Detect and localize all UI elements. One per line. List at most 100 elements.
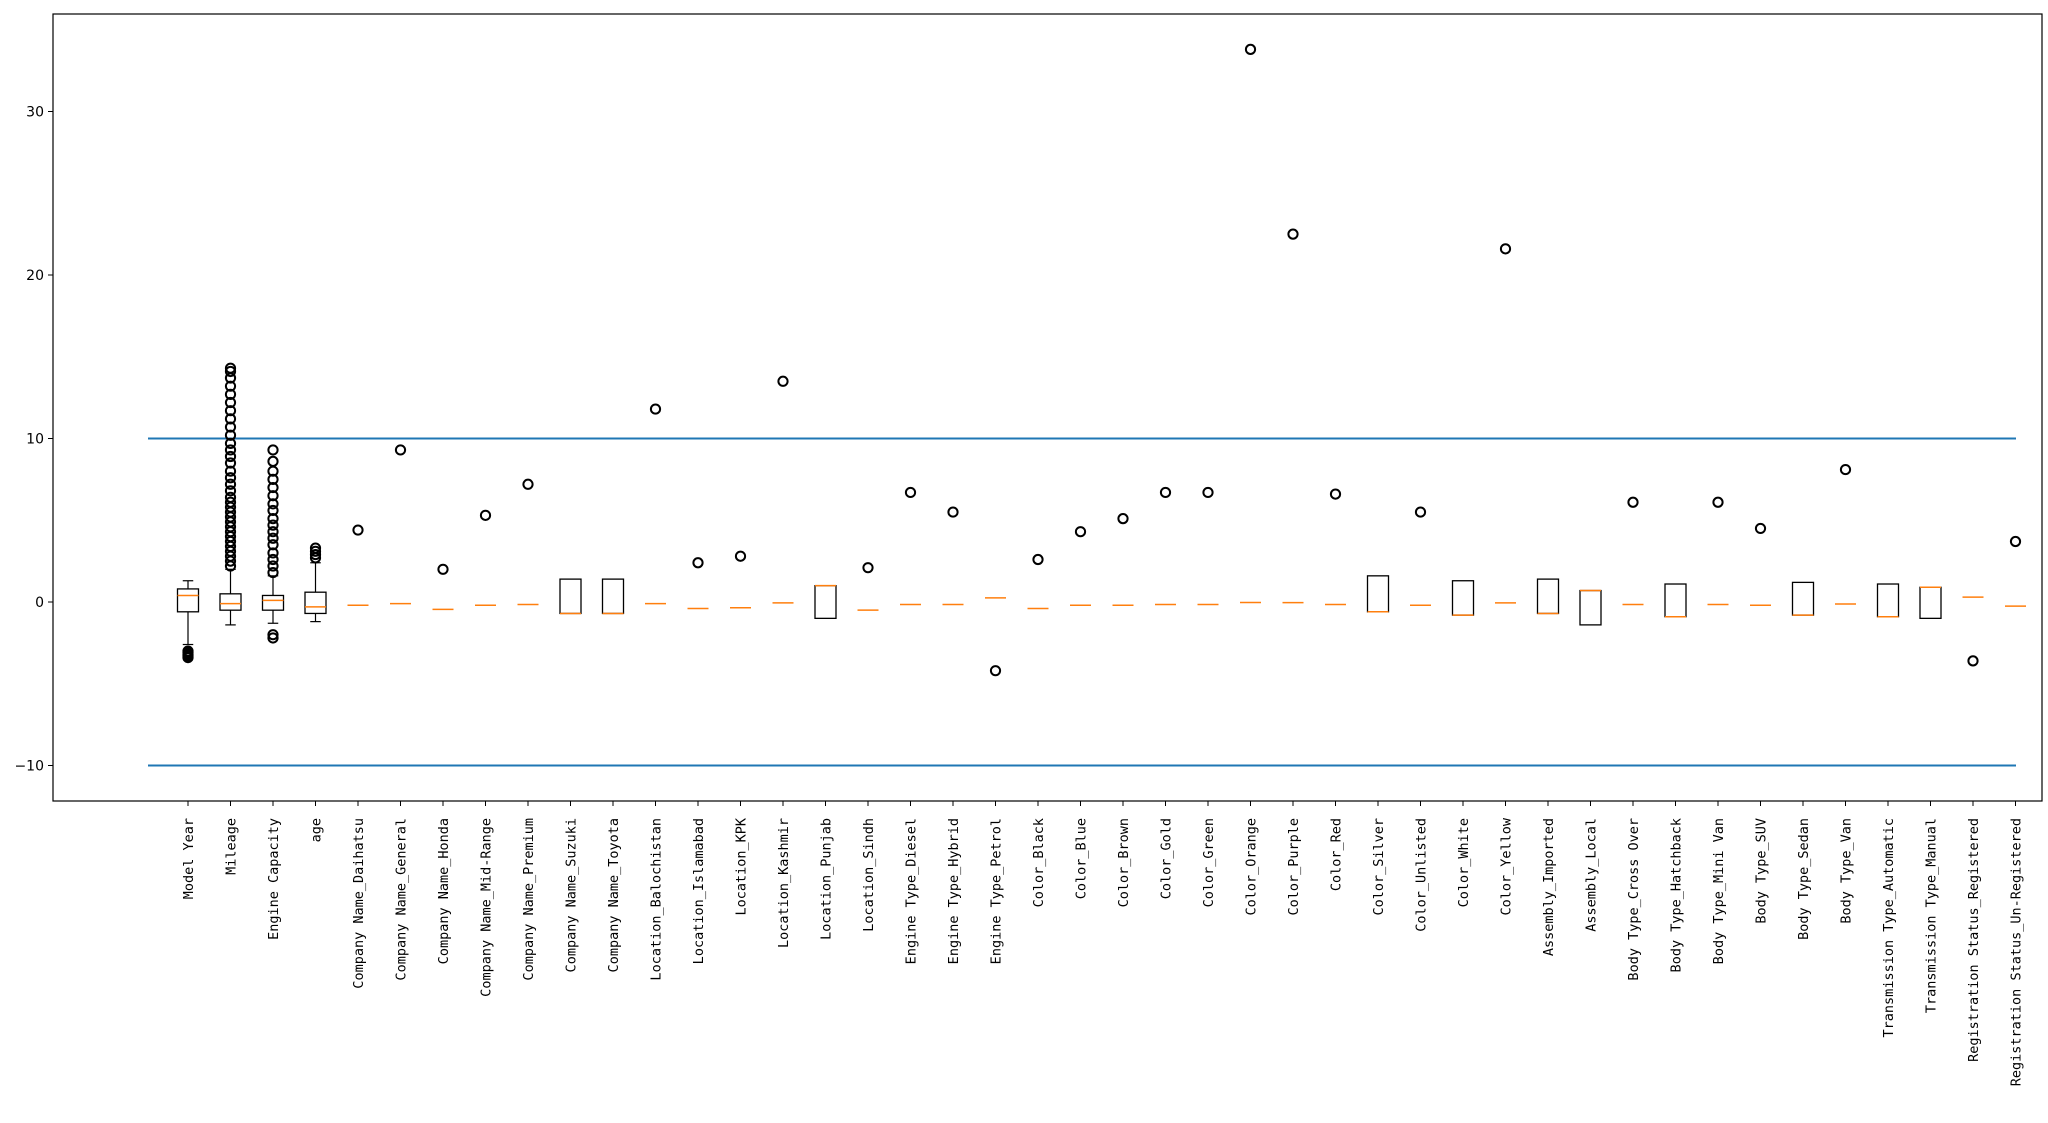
flier-point [224,380,237,392]
flier-point [267,519,279,531]
axes [52,13,2043,802]
x-tick-label: Model Year [181,818,197,899]
y-tick-label: 0 [35,595,44,611]
box-rect [1536,578,1560,615]
boxes [176,562,2026,646]
box-rect [1791,581,1815,616]
x-tick-label: Company Name_Toyota [606,818,622,972]
flier-point [437,563,449,575]
flier-point [1117,513,1129,525]
x-tick-label: Body Type_Van [1839,818,1855,924]
flier-point [479,509,492,521]
flier-point [267,632,279,644]
box-rect [1579,589,1602,626]
x-tick-label: Body Type_Mini Van [1711,818,1727,964]
box-rect [261,594,285,611]
flier-point [224,478,237,490]
flier-point [267,526,279,538]
y-tick-label: 20 [26,268,44,284]
flier-point [267,629,279,641]
box-group [601,578,625,615]
box-rect [1876,583,1900,618]
flier-point [947,506,959,518]
flier-point [267,490,279,502]
flier-point [267,444,279,456]
box-rect [1919,586,1942,619]
flier-point [224,429,237,441]
x-tick-label: Assembly_Imported [1541,818,1557,956]
flier-point [1074,526,1087,538]
x-tick-label: Company Name_Daihatsu [351,818,367,989]
flier-point [182,651,194,664]
x-tick-label: Location_KPK [734,817,750,915]
flier-point [904,486,917,499]
x-tick-label: Color_Unlisted [1414,818,1430,932]
box-rect [1366,575,1390,613]
box-group [1919,586,1942,619]
flier-point [1159,486,1172,499]
box-rect [219,593,242,611]
y-tick-label: −10 [14,759,44,775]
box-group [1536,578,1560,615]
box-rect [1451,580,1475,616]
flier-point [394,444,407,456]
flier-point [224,413,237,425]
box-rect [814,585,837,620]
flier-point [267,560,279,572]
x-tick-label: Body Type_Sedan [1796,818,1812,940]
x-tick-label: Color_Gold [1159,818,1175,899]
box-group [1876,583,1900,618]
flier-point [224,405,237,417]
flier-point [267,473,279,485]
flier-point [224,437,237,450]
flier-point [309,542,322,554]
flier-point [224,457,237,469]
fliers [182,43,2022,677]
x-tick-label: Color_Orange [1244,818,1260,916]
x-tick-label: Engine Type_Petrol [989,818,1005,964]
flier-point [267,455,279,467]
box-group [1451,580,1475,616]
flier-point [1754,522,1767,535]
flier-point [267,513,279,525]
box-group [219,568,242,626]
flier-point [352,524,364,536]
flier-point [224,444,237,456]
box-rect [304,591,327,615]
flier-point [2009,535,2022,548]
flier-point [267,566,279,579]
flier-point [649,403,662,415]
box-rect [559,578,582,615]
box-group [1664,583,1687,618]
flier-point [224,396,237,409]
box-group [814,584,837,620]
x-tick-label: Mileage [224,818,240,875]
flier-point [309,545,322,557]
flier-point [267,547,279,559]
x-tick-label: Registration Status_Registered [1966,818,1982,1062]
x-tick-label: Engine Type_Diesel [904,818,920,964]
x-tick-label: Location_Islamabad [691,818,707,964]
flier-point [522,478,534,490]
x-tick-label: Registration Status_Un-Registered [2009,818,2025,1086]
flier-point [309,548,322,561]
flier-point [224,365,237,378]
box-group [261,575,285,624]
x-tick-label: Body Type_Hatchback [1669,818,1685,972]
x-tick-label: Engine Capacity [266,818,282,940]
x-tick-label: Color_Red [1329,818,1345,891]
flier-point [1032,553,1044,566]
box-group [176,580,200,646]
x-tick-label: Company Name_Mid-Range [479,818,495,997]
x-tick-label: Body Type_Cross Over [1626,818,1642,981]
x-tick-label: Transmission Type_Manual [1924,818,1940,1013]
flier-point [224,388,237,400]
box-group [304,562,327,623]
x-tick-label: Color_Silver [1371,818,1387,916]
flier-point [1499,243,1512,255]
flier-point [1627,496,1639,508]
flier-point [267,553,279,566]
flier-point [777,375,789,387]
x-tick-label: Location_Balochistan [649,818,665,981]
